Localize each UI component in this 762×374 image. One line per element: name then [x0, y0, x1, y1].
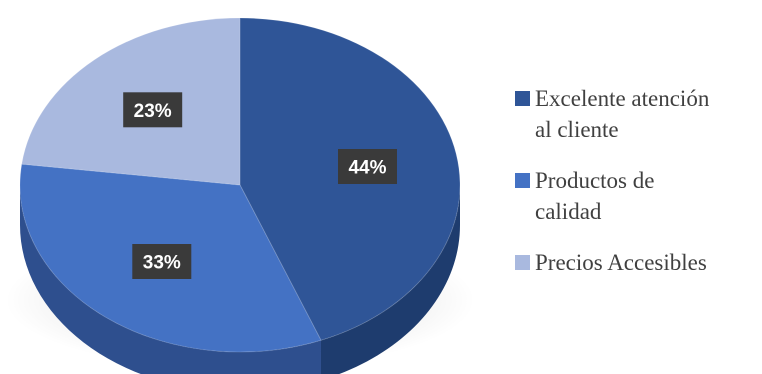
data-label-text: 33% — [143, 253, 181, 274]
legend-swatch — [515, 173, 530, 188]
legend-label-line: Excelente atención — [535, 86, 710, 111]
legend-entry-0: Excelente atención al cliente — [515, 86, 710, 142]
legend-entry-2: Precios Accesibles — [515, 250, 707, 275]
legend-entry-1: Productos de calidad — [515, 168, 654, 224]
legend-label-line: calidad — [535, 199, 602, 224]
pie-tops — [20, 18, 460, 352]
legend-label-line: Precios Accesibles — [535, 250, 707, 275]
legend-label-line: al cliente — [535, 117, 619, 142]
data-label-text: 44% — [348, 158, 386, 179]
legend: Excelente atención al cliente Productos de… — [515, 86, 710, 275]
data-label-0: 44% — [338, 149, 397, 184]
data-label-text: 23% — [134, 101, 172, 122]
legend-label-line: Productos de — [535, 168, 654, 193]
legend-swatch — [515, 255, 530, 270]
data-label-2: 23% — [123, 92, 182, 127]
data-label-1: 33% — [132, 244, 191, 279]
legend-swatch — [515, 91, 530, 106]
